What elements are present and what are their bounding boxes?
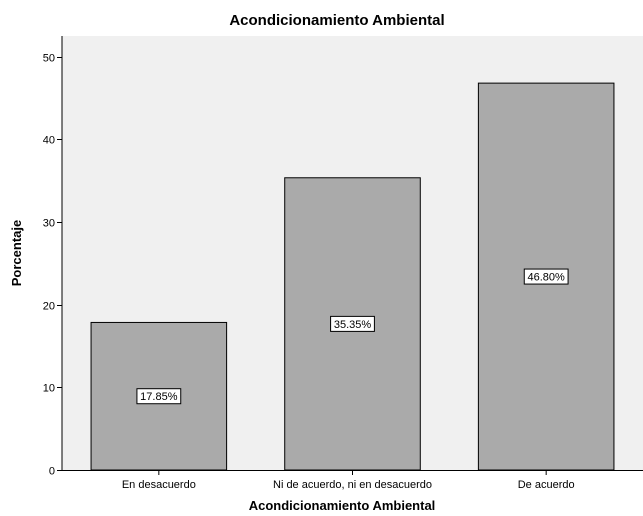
y-tick-label: 50: [43, 53, 55, 65]
y-axis-title: Porcentaje: [9, 220, 24, 286]
x-tick-label: De acuerdo: [518, 479, 575, 491]
x-tick-label: Ni de acuerdo, ni en desacuerdo: [273, 479, 432, 491]
data-label: 35.35%: [334, 319, 372, 331]
data-label: 17.85%: [140, 391, 178, 403]
bar-labels: 17.85% 35.35% 46.80%: [136, 268, 569, 405]
x-axis: En desacuerdo Ni de acuerdo, ni en desacu…: [57, 470, 643, 491]
y-axis: 0 10 20 30 40 50: [43, 36, 63, 478]
x-axis-title: Acondicionamiento Ambiental: [249, 498, 436, 513]
data-label: 46.80%: [528, 272, 566, 284]
y-tick-label: 10: [43, 383, 55, 395]
y-tick-label: 20: [43, 301, 55, 313]
chart-title: Acondicionamiento Ambiental: [229, 12, 444, 29]
y-tick-label: 0: [49, 466, 55, 478]
y-tick-label: 30: [43, 218, 55, 230]
data-label-box: [330, 315, 375, 332]
y-tick-label: 40: [43, 135, 55, 147]
x-tick-label: En desacuerdo: [122, 479, 196, 491]
data-label-box: [136, 388, 182, 405]
data-label-box: [523, 268, 569, 285]
